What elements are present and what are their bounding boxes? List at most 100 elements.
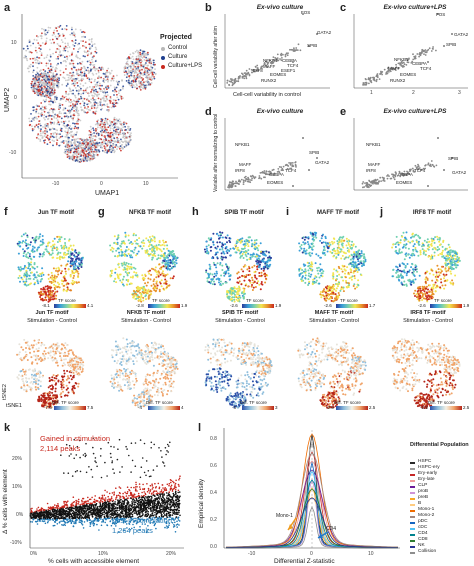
umap-cell <box>49 136 52 138</box>
tsne-cell <box>18 274 21 277</box>
tsne-cell <box>135 297 138 300</box>
tsne-cell <box>28 377 31 380</box>
umap-cell <box>57 48 60 51</box>
umap-cell <box>40 128 42 131</box>
tsne-cell <box>45 248 48 251</box>
umap-cell <box>33 119 35 121</box>
tsne-cell <box>39 272 42 275</box>
tsne-cell <box>163 282 166 285</box>
tf-variability-point <box>380 72 383 74</box>
tsne-cell <box>62 390 64 393</box>
tsne-cell <box>141 241 144 244</box>
tf-variability-point <box>409 169 412 172</box>
umap-cell <box>66 133 69 136</box>
tsne-cell <box>73 357 76 360</box>
tsne-cell <box>35 357 38 360</box>
umap-cell <box>66 55 68 58</box>
umap-cell <box>66 46 68 49</box>
tsne-cell <box>135 287 138 290</box>
tsne-cell <box>49 350 52 353</box>
umap-cell <box>81 31 83 33</box>
tf-variability-point <box>289 48 291 51</box>
tsne-cell <box>66 355 69 357</box>
tsne-cell <box>51 376 54 379</box>
tsne-cell <box>67 350 70 353</box>
tf-variability-point <box>395 66 398 69</box>
umap-cell <box>80 155 82 158</box>
tsne-cell <box>130 263 133 266</box>
tf-variability-point <box>284 53 287 56</box>
umap-cell <box>45 96 48 99</box>
umap-cell <box>125 80 128 82</box>
tsne-cell <box>156 258 159 261</box>
umap-cell <box>32 90 35 93</box>
tsne-cell <box>26 234 29 237</box>
umap-cell <box>115 90 118 93</box>
tsne-cell <box>63 369 66 372</box>
umap-cell <box>81 71 84 74</box>
umap-cell <box>100 134 103 137</box>
tsne-cell <box>153 252 156 255</box>
gene-b-runx2: RUNX2 <box>261 78 277 83</box>
tf-variability-point <box>369 80 372 83</box>
umap-cell <box>42 95 45 97</box>
umap-cell <box>64 27 66 30</box>
tf-variability-point <box>407 61 410 64</box>
umap-cell <box>86 147 89 150</box>
umap-cell <box>55 67 58 70</box>
umap-cell <box>37 94 40 97</box>
umap-cell <box>65 98 68 101</box>
umap-cell <box>89 69 92 72</box>
umap-cell <box>93 132 95 134</box>
tsne-cell <box>164 381 167 384</box>
tf-variability-point <box>260 66 263 68</box>
tsne-cell <box>51 356 54 359</box>
umap-cell <box>71 26 73 29</box>
umap-cell <box>121 146 124 149</box>
tsne-cell <box>50 406 53 409</box>
tf-motif-row: f Jun TF motif Jun TF motif Stimulation - C… <box>0 206 474 412</box>
tsne-cell <box>72 368 75 371</box>
umap-cell <box>38 57 40 59</box>
tf-panel-compare: Stimulation - Control <box>27 318 77 324</box>
umap-cell <box>68 145 71 148</box>
umap-cell <box>46 123 49 125</box>
umap-cell <box>112 79 115 82</box>
umap-cell <box>92 99 95 102</box>
umap-cell <box>101 107 103 110</box>
tsne-cell <box>38 275 41 278</box>
umap-cell <box>142 78 145 80</box>
umap-cell <box>43 78 45 81</box>
umap-cell <box>65 95 67 98</box>
tf-variability-point <box>362 84 364 86</box>
umap-cell <box>66 141 69 144</box>
umap-cell <box>101 143 104 146</box>
tsne-cell <box>16 376 19 379</box>
umap-cell <box>141 56 144 59</box>
umap-cell <box>75 133 77 136</box>
umap-cell <box>52 84 54 86</box>
umap-cell <box>91 86 94 88</box>
tf-variability-point <box>294 163 297 166</box>
umap-cell <box>74 39 77 42</box>
tsne-cell <box>167 261 170 264</box>
tf-variability-point <box>393 178 396 181</box>
umap-cell <box>39 85 42 88</box>
tsne-cell <box>155 244 158 247</box>
tsne-cell <box>142 296 145 299</box>
umap-cell <box>132 52 134 54</box>
tf-variability-point <box>428 47 431 50</box>
tsne-cell <box>169 277 172 280</box>
umap-cell <box>113 94 115 96</box>
umap-cell <box>105 145 107 148</box>
umap-cell <box>39 124 42 127</box>
umap-cell <box>47 88 50 91</box>
tf-variability-point <box>239 75 241 77</box>
tsne-cell <box>36 350 39 353</box>
umap-cell <box>59 133 61 136</box>
umap-cell <box>32 42 35 45</box>
umap-cell <box>45 64 48 67</box>
tsne-cell <box>142 285 145 288</box>
umap-cell <box>66 83 69 85</box>
umap-cell <box>73 127 76 130</box>
